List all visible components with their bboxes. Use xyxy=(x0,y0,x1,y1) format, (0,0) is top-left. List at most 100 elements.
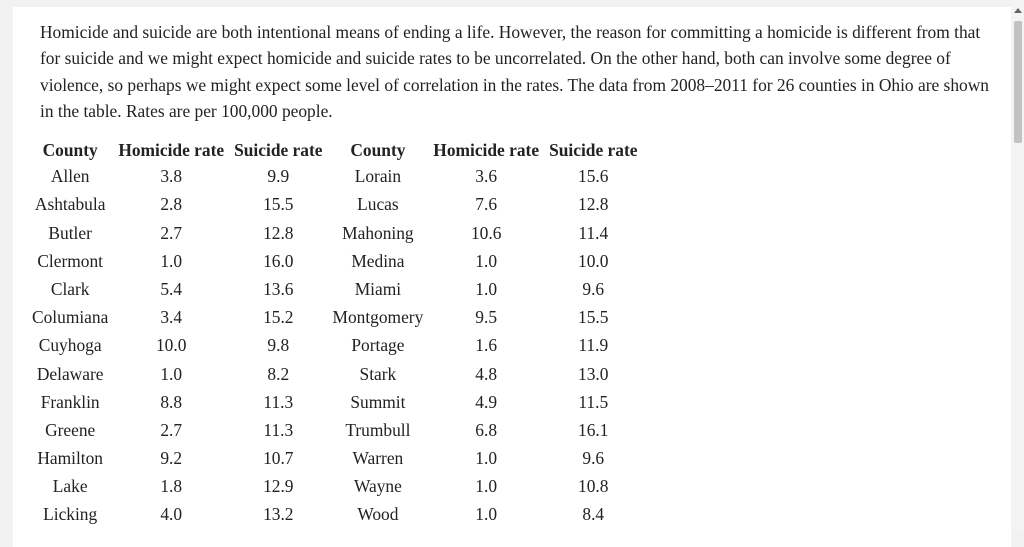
header-suicide-rate-2: Suicide rate xyxy=(549,140,638,161)
table-row: Ashtabula 2.8 15.5 Lucas 7.6 12.8 xyxy=(27,191,642,219)
cell-suicide-rate-1: 12.9 xyxy=(263,476,294,497)
cell-homicide-rate-1: 2.7 xyxy=(160,419,183,440)
cell-county-1: Lake xyxy=(52,476,88,497)
cell-suicide-rate-2: 16.1 xyxy=(578,419,609,440)
cell-suicide-rate-2: 11.5 xyxy=(578,391,609,412)
cell-homicide-rate-1: 1.8 xyxy=(160,476,183,497)
cell-suicide-rate-2: 9.6 xyxy=(582,448,605,469)
cell-county-1: Cuyhoga xyxy=(38,335,102,356)
cell-suicide-rate-2: 11.4 xyxy=(578,222,609,243)
cell-suicide-rate-2: 10.8 xyxy=(578,476,609,497)
cell-county-1: Clermont xyxy=(37,250,104,271)
table-header-row: County Homicide rate Suicide rate County… xyxy=(27,139,642,163)
table-row: Cuyhoga 10.0 9.8 Portage 1.6 11.9 xyxy=(27,332,642,360)
cell-suicide-rate-1: 8.2 xyxy=(267,363,290,384)
cell-suicide-rate-1: 16.0 xyxy=(263,250,294,271)
cell-homicide-rate-1: 1.0 xyxy=(160,363,183,384)
cell-suicide-rate-2: 10.0 xyxy=(578,250,609,271)
cell-county-1: Delaware xyxy=(36,363,104,384)
cell-suicide-rate-2: 12.8 xyxy=(578,194,609,215)
header-suicide-rate-1: Suicide rate xyxy=(234,140,323,161)
cell-county-1: Columiana xyxy=(32,307,109,328)
cell-suicide-rate-1: 11.3 xyxy=(263,391,294,412)
cell-county-1: Franklin xyxy=(40,391,100,412)
table-row: Clermont 1.0 16.0 Medina 1.0 10.0 xyxy=(27,247,642,275)
cell-county-2: Lorain xyxy=(354,166,402,187)
cell-suicide-rate-1: 13.2 xyxy=(263,504,294,525)
cell-suicide-rate-2: 8.4 xyxy=(582,504,605,525)
cell-county-2: Wayne xyxy=(353,476,402,497)
cell-homicide-rate-2: 6.8 xyxy=(475,419,498,440)
cell-county-2: Stark xyxy=(359,363,397,384)
table-row: Licking 4.0 13.2 Wood 1.0 8.4 xyxy=(27,501,642,529)
cell-suicide-rate-1: 9.9 xyxy=(267,166,290,187)
cell-county-2: Medina xyxy=(351,250,405,271)
table-row: Columiana 3.4 15.2 Montgomery 9.5 15.5 xyxy=(27,304,642,332)
cell-county-2: Summit xyxy=(350,391,406,412)
header-homicide-rate-2: Homicide rate xyxy=(433,140,540,161)
cell-homicide-rate-2: 7.6 xyxy=(475,194,498,215)
arrow-up-icon[interactable] xyxy=(1014,8,1022,13)
cell-homicide-rate-1: 2.8 xyxy=(160,194,183,215)
cell-homicide-rate-2: 1.0 xyxy=(475,504,498,525)
cell-suicide-rate-2: 13.0 xyxy=(578,363,609,384)
cell-homicide-rate-1: 8.8 xyxy=(160,391,183,412)
cell-county-1: Licking xyxy=(43,504,98,525)
table-row: Hamilton 9.2 10.7 Warren 1.0 9.6 xyxy=(27,445,642,473)
cell-homicide-rate-1: 3.4 xyxy=(160,307,183,328)
cell-county-2: Wood xyxy=(357,504,399,525)
cell-homicide-rate-1: 2.7 xyxy=(160,222,183,243)
problem-text: Homicide and suicide are both intentiona… xyxy=(40,22,989,122)
cell-suicide-rate-1: 11.3 xyxy=(263,419,294,440)
cell-suicide-rate-1: 13.6 xyxy=(263,278,294,299)
cell-homicide-rate-1: 4.0 xyxy=(160,504,183,525)
table-row: Butler 2.7 12.8 Mahoning 10.6 11.4 xyxy=(27,219,642,247)
cell-suicide-rate-1: 12.8 xyxy=(263,222,294,243)
cell-suicide-rate-1: 10.7 xyxy=(263,448,294,469)
table-row: Delaware 1.0 8.2 Stark 4.8 13.0 xyxy=(27,360,642,388)
cell-homicide-rate-2: 1.0 xyxy=(475,250,498,271)
cell-county-2: Warren xyxy=(352,448,404,469)
scrollbar-thumb[interactable] xyxy=(1014,21,1022,143)
cell-homicide-rate-2: 4.9 xyxy=(475,391,498,412)
cell-county-1: Allen xyxy=(50,166,90,187)
table-body: Allen 3.8 9.9 Lorain 3.6 15.6 Ashtabula 2.8 15.5… xyxy=(27,163,642,529)
cell-homicide-rate-2: 10.6 xyxy=(470,222,502,243)
cell-homicide-rate-1: 3.8 xyxy=(160,166,183,187)
table-row: Franklin 8.8 11.3 Summit 4.9 11.5 xyxy=(27,388,642,416)
cell-homicide-rate-2: 3.6 xyxy=(475,166,498,187)
cell-homicide-rate-2: 1.6 xyxy=(475,335,498,356)
cell-county-2: Mahoning xyxy=(342,222,414,243)
cell-suicide-rate-1: 15.2 xyxy=(263,307,294,328)
table-row: Clark 5.4 13.6 Miami 1.0 9.6 xyxy=(27,275,642,303)
cell-homicide-rate-1: 10.0 xyxy=(155,335,187,356)
header-county-1: County xyxy=(42,140,98,161)
cell-county-2: Portage xyxy=(351,335,405,356)
cell-county-1: Butler xyxy=(48,222,92,243)
cell-suicide-rate-2: 11.9 xyxy=(578,335,609,356)
cell-suicide-rate-1: 9.8 xyxy=(267,335,290,356)
header-homicide-rate-1: Homicide rate xyxy=(118,140,225,161)
cell-county-2: Miami xyxy=(354,278,402,299)
table-row: Lake 1.8 12.9 Wayne 1.0 10.8 xyxy=(27,473,642,501)
cell-county-1: Ashtabula xyxy=(34,194,106,215)
cell-county-2: Lucas xyxy=(357,194,399,215)
cell-suicide-rate-2: 15.6 xyxy=(578,166,609,187)
cell-homicide-rate-2: 9.5 xyxy=(475,307,498,328)
table-row: Allen 3.8 9.9 Lorain 3.6 15.6 xyxy=(27,163,642,191)
cell-suicide-rate-2: 15.5 xyxy=(578,307,609,328)
cell-homicide-rate-2: 1.0 xyxy=(475,278,498,299)
table-row: Greene 2.7 11.3 Trumbull 6.8 16.1 xyxy=(27,416,642,444)
cell-suicide-rate-1: 15.5 xyxy=(263,194,294,215)
cell-suicide-rate-2: 9.6 xyxy=(582,278,605,299)
cell-homicide-rate-2: 4.8 xyxy=(475,363,498,384)
cell-county-1: Hamilton xyxy=(37,448,104,469)
cell-county-1: Greene xyxy=(45,419,96,440)
county-rates-table: County Homicide rate Suicide rate County… xyxy=(27,139,642,529)
cell-homicide-rate-2: 1.0 xyxy=(475,448,498,469)
cell-homicide-rate-1: 9.2 xyxy=(160,448,183,469)
vertical-scrollbar[interactable] xyxy=(1011,0,1024,530)
cell-homicide-rate-2: 1.0 xyxy=(475,476,498,497)
cell-county-2: Trumbull xyxy=(345,419,411,440)
cell-homicide-rate-1: 1.0 xyxy=(160,250,183,271)
